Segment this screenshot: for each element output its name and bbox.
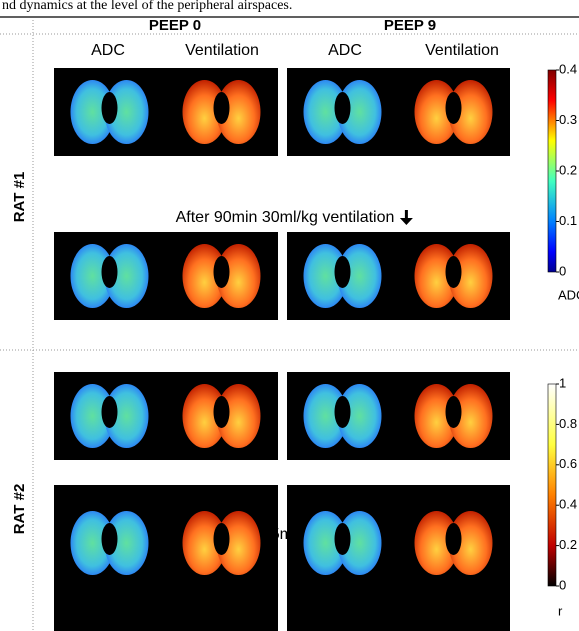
lung (448, 80, 493, 144)
heart (213, 256, 230, 288)
caption: nd dynamics at the level of the peripher… (2, 0, 292, 13)
colorbar-tick-label: 1 (559, 375, 566, 390)
lung (104, 384, 149, 448)
lung (182, 80, 227, 144)
heart (445, 92, 462, 124)
heart (334, 256, 351, 288)
lung (414, 384, 459, 448)
lung (70, 80, 115, 144)
column-subtitle: ADC (91, 42, 125, 59)
lung (303, 80, 348, 144)
heart (334, 523, 351, 555)
colorbar (547, 69, 557, 273)
lung (303, 511, 348, 575)
lung (216, 511, 261, 575)
colorbar-tick-label: 0.2 (559, 537, 577, 552)
lung (303, 244, 348, 308)
column-subtitle: Ventilation (425, 42, 499, 59)
lung (448, 511, 493, 575)
lung (70, 511, 115, 575)
lung (216, 384, 261, 448)
lung (104, 80, 149, 144)
heart (101, 256, 118, 288)
column-subtitle: Ventilation (185, 42, 259, 59)
row-note: After 90min 30ml/kg ventilation (176, 209, 395, 226)
heart (445, 396, 462, 428)
column-title: PEEP 9 (384, 17, 436, 34)
colorbar-tick-label: 0.4 (559, 497, 577, 512)
colorbar (547, 383, 557, 587)
heart (101, 396, 118, 428)
colorbar-tick-label: 0.2 (559, 162, 577, 177)
colorbar-tick-label: 0 (559, 263, 566, 278)
column-title: PEEP 0 (149, 17, 201, 34)
lung (182, 511, 227, 575)
colorbar-tick-label: 0.8 (559, 416, 577, 431)
heart (101, 523, 118, 555)
colorbar-label: ADC (558, 287, 579, 302)
arrow (399, 210, 413, 225)
lung (216, 244, 261, 308)
lung (70, 244, 115, 308)
colorbar-tick-label: 0 (559, 577, 566, 592)
lung (337, 244, 382, 308)
lung (303, 384, 348, 448)
row-label: RAT #1 (11, 172, 28, 223)
lung (414, 511, 459, 575)
colorbar-tick-label: 0.6 (559, 456, 577, 471)
heart (213, 396, 230, 428)
lung (182, 244, 227, 308)
lung (104, 511, 149, 575)
row-label: RAT #2 (11, 484, 28, 535)
lung (448, 244, 493, 308)
colorbar-tick-label: 0.4 (559, 61, 577, 76)
heart (213, 523, 230, 555)
lung (104, 244, 149, 308)
colorbar-tick-label: 0.1 (559, 213, 577, 228)
lung (216, 80, 261, 144)
lung (182, 384, 227, 448)
column-subtitle: ADC (328, 42, 362, 59)
heart (334, 396, 351, 428)
heart (445, 523, 462, 555)
heart (445, 256, 462, 288)
lung (414, 80, 459, 144)
lung (70, 384, 115, 448)
colorbar-tick-label: 0.3 (559, 112, 577, 127)
colorbar-label: r (558, 603, 563, 618)
heart (213, 92, 230, 124)
lung (337, 384, 382, 448)
heart (101, 92, 118, 124)
lung (337, 511, 382, 575)
lung (448, 384, 493, 448)
heart (334, 92, 351, 124)
lung (414, 244, 459, 308)
lung (337, 80, 382, 144)
